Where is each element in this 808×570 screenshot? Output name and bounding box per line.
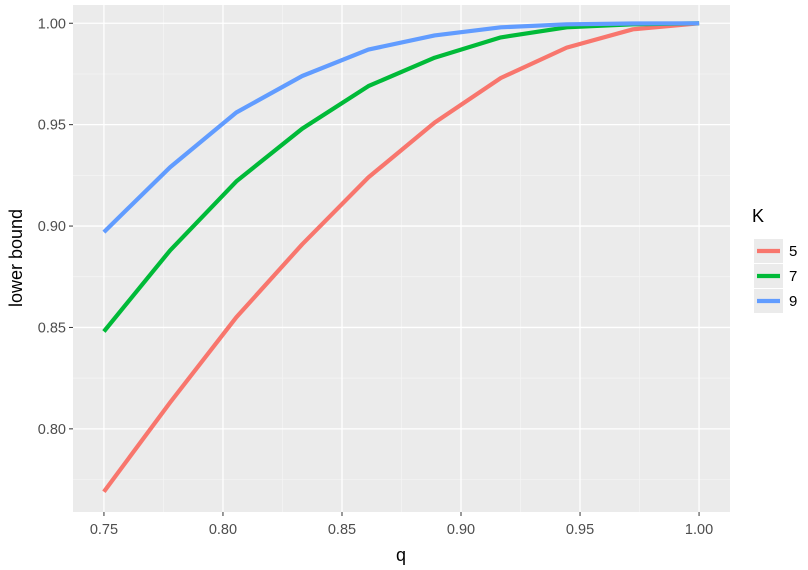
- legend-title: K: [752, 206, 764, 226]
- x-tick-label: 0.80: [209, 522, 237, 538]
- y-axis-title: lower bound: [6, 209, 26, 307]
- y-tick-label: 1.00: [38, 16, 66, 32]
- y-tick-label: 0.80: [38, 422, 66, 438]
- y-axis-ticks: 0.80 0.85 0.90 0.95 1.00: [38, 16, 73, 438]
- y-tick-label: 0.85: [38, 320, 66, 336]
- x-axis-ticks: 0.75 0.80 0.85 0.90 0.95 1.00: [90, 512, 713, 538]
- series-lines: [102, 21, 700, 493]
- x-tick-label: 1.00: [685, 522, 713, 538]
- grid-major: [73, 5, 730, 512]
- legend-label-k5: 5: [789, 243, 797, 260]
- y-tick-label: 0.95: [38, 118, 66, 134]
- x-tick-label: 0.90: [447, 522, 475, 538]
- y-tick-label: 0.90: [38, 219, 66, 235]
- x-tick-label: 0.95: [566, 522, 594, 538]
- legend-label-k9: 9: [789, 293, 797, 310]
- x-tick-label: 0.85: [328, 522, 356, 538]
- legend: K 5 7 9: [752, 206, 797, 313]
- legend-label-k7: 7: [789, 268, 797, 285]
- x-tick-label: 0.75: [90, 522, 118, 538]
- series-line-k9: [102, 21, 700, 234]
- series-line-k5: [102, 21, 700, 493]
- x-axis-title: q: [396, 545, 406, 565]
